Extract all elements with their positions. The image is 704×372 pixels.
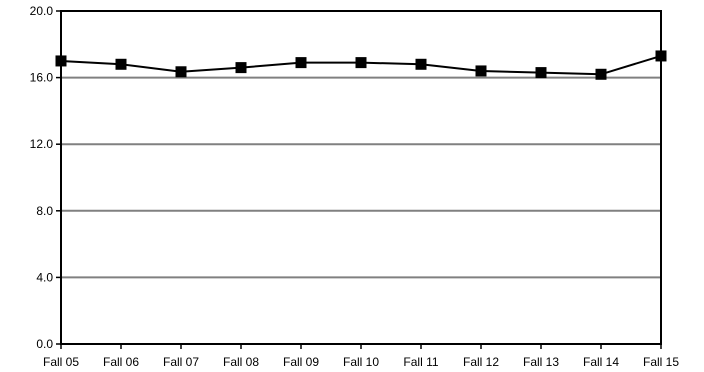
- gridlines: [61, 76, 661, 279]
- x-tick-label: Fall 11: [403, 355, 438, 369]
- y-tick-label: 4.0: [36, 270, 53, 284]
- data-point: [175, 66, 187, 78]
- data-point: [235, 62, 247, 74]
- y-tick-label: 16.0: [30, 71, 54, 85]
- data-point: [55, 55, 67, 67]
- data-point: [535, 67, 547, 79]
- data-point: [655, 50, 667, 62]
- data-point: [115, 58, 127, 70]
- x-axis-ticks: Fall 05 Fall 06 Fall 07 Fall 08 Fall 09 Fall …: [43, 344, 679, 369]
- data-point: [595, 68, 607, 80]
- y-tick-label: 8.0: [36, 204, 53, 218]
- x-tick-label: Fall 09: [283, 355, 319, 369]
- x-tick-label: Fall 10: [343, 355, 379, 369]
- data-point: [295, 57, 307, 69]
- x-tick-label: Fall 15: [643, 355, 679, 369]
- x-tick-label: Fall 06: [103, 355, 139, 369]
- x-tick-label: Fall 05: [43, 355, 79, 369]
- x-tick-label: Fall 08: [223, 355, 259, 369]
- data-point: [415, 58, 427, 70]
- x-tick-label: Fall 07: [163, 355, 199, 369]
- y-tick-label: 12.0: [30, 137, 54, 151]
- x-tick-label: Fall 12: [463, 355, 499, 369]
- y-tick-label: 20.0: [30, 4, 54, 18]
- data-point: [475, 65, 487, 77]
- x-tick-label: Fall 14: [583, 355, 619, 369]
- series-group: [55, 50, 667, 80]
- y-tick-label: 0.0: [36, 337, 53, 351]
- data-point: [355, 57, 367, 69]
- y-axis-ticks: 0.0 4.0 8.0 12.0 16.0 20.0: [30, 4, 61, 351]
- x-tick-label: Fall 13: [523, 355, 559, 369]
